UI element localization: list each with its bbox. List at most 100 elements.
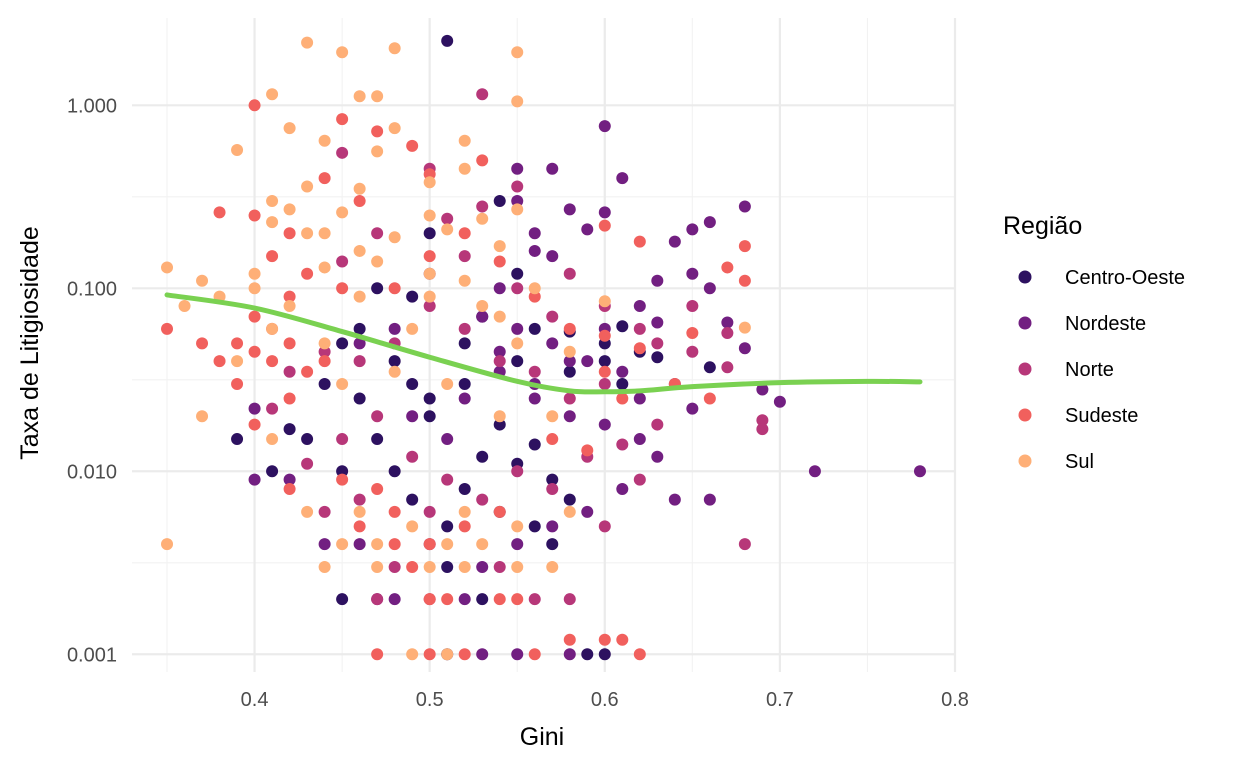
point-norte [493, 355, 506, 368]
point-nordeste [581, 505, 594, 518]
point-nordeste [563, 410, 576, 423]
point-norte [406, 450, 419, 463]
point-norte [511, 465, 524, 478]
point-centro-oeste [423, 227, 436, 240]
point-sudeste [388, 282, 401, 295]
point-sudeste [528, 290, 541, 303]
point-norte [738, 538, 751, 551]
point-nordeste [703, 282, 716, 295]
point-sul [441, 648, 454, 661]
point-norte [283, 365, 296, 378]
point-nordeste [476, 310, 489, 323]
point-sul [528, 282, 541, 295]
point-nordeste [528, 227, 541, 240]
point-sudeste [563, 633, 576, 646]
point-norte [563, 392, 576, 405]
legend-label-nordeste: Nordeste [1065, 313, 1146, 335]
point-centro-oeste [651, 351, 664, 364]
legend-label-sul: Sul [1065, 451, 1094, 473]
point-sul [406, 648, 419, 661]
point-sul [283, 203, 296, 216]
point-nordeste [528, 244, 541, 257]
point-sudeste [458, 648, 471, 661]
points-layer [161, 34, 926, 661]
point-sul [336, 46, 349, 59]
point-sudeste [161, 322, 174, 335]
legend-label-centro-oeste: Centro-Oeste [1065, 267, 1185, 289]
point-norte [756, 423, 769, 436]
point-sudeste [213, 206, 226, 219]
point-nordeste [703, 493, 716, 506]
point-centro-oeste [388, 355, 401, 368]
point-nordeste [598, 120, 611, 133]
point-norte [441, 473, 454, 486]
point-sudeste [336, 113, 349, 126]
point-centro-oeste [336, 593, 349, 606]
point-centro-oeste [318, 377, 331, 390]
point-nordeste [721, 316, 734, 329]
point-sul [283, 300, 296, 313]
y-axis-title: Taxa de Litigiosidade [16, 226, 44, 460]
point-norte [371, 410, 384, 423]
point-centro-oeste [458, 483, 471, 496]
point-norte [721, 326, 734, 339]
point-centro-oeste [406, 377, 419, 390]
point-norte [598, 377, 611, 390]
point-nordeste [616, 483, 629, 496]
point-sudeste [318, 172, 331, 185]
point-centro-oeste [476, 593, 489, 606]
point-centro-oeste [336, 465, 349, 478]
point-nordeste [738, 200, 751, 213]
point-sul [318, 261, 331, 274]
point-centro-oeste [336, 337, 349, 350]
point-norte [423, 505, 436, 518]
point-norte [563, 267, 576, 280]
point-sul [248, 267, 261, 280]
point-norte [458, 250, 471, 263]
point-nordeste [668, 235, 681, 248]
point-centro-oeste [283, 423, 296, 436]
point-nordeste [546, 250, 559, 263]
point-norte [336, 146, 349, 159]
point-nordeste [318, 538, 331, 551]
x-tick-label: 0.4 [241, 689, 269, 711]
point-sudeste [406, 560, 419, 573]
point-sudeste [248, 310, 261, 323]
point-nordeste [686, 267, 699, 280]
point-sudeste [301, 365, 314, 378]
point-sudeste [616, 633, 629, 646]
point-nordeste [563, 355, 576, 368]
point-centro-oeste [458, 337, 471, 350]
point-sul [353, 244, 366, 257]
point-norte [756, 414, 769, 427]
point-sul [318, 560, 331, 573]
point-sul [388, 122, 401, 135]
point-nordeste [633, 300, 646, 313]
point-centro-oeste [546, 473, 559, 486]
point-sul [266, 88, 279, 101]
point-sul [336, 206, 349, 219]
point-centro-oeste [353, 322, 366, 335]
x-tick-label: 0.6 [591, 689, 619, 711]
point-norte [633, 322, 646, 335]
point-sul [423, 267, 436, 280]
point-nordeste [476, 560, 489, 573]
point-norte [318, 505, 331, 518]
point-sul [388, 42, 401, 55]
point-sul [353, 182, 366, 195]
point-sul [336, 377, 349, 390]
point-sul [266, 216, 279, 229]
point-sudeste [371, 483, 384, 496]
point-norte [511, 282, 524, 295]
point-sudeste [598, 365, 611, 378]
point-sul [511, 520, 524, 533]
point-centro-oeste [563, 365, 576, 378]
point-nordeste [581, 223, 594, 236]
point-sul [353, 505, 366, 518]
point-nordeste [528, 392, 541, 405]
point-sul [563, 505, 576, 518]
point-nordeste [458, 593, 471, 606]
point-sudeste [248, 418, 261, 431]
point-nordeste [511, 162, 524, 175]
point-sul [546, 410, 559, 423]
